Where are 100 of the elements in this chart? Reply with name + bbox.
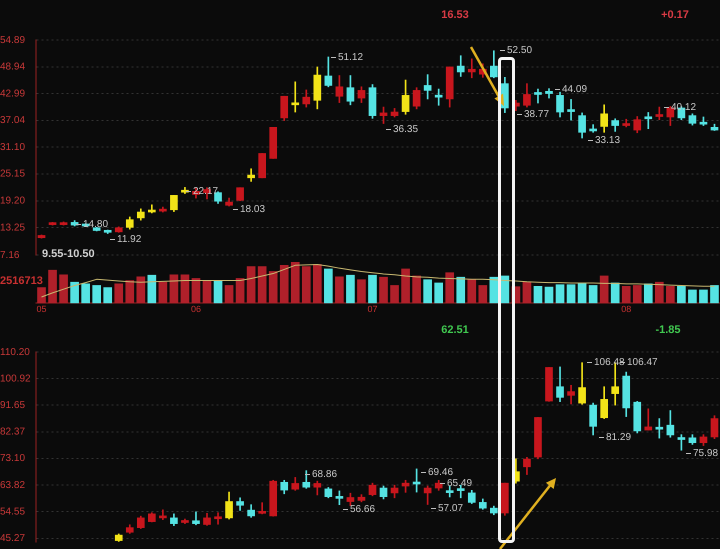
bar bbox=[48, 270, 57, 304]
bar bbox=[588, 285, 598, 304]
y-tick-label: 7.16 bbox=[0, 250, 20, 261]
bar bbox=[346, 274, 355, 304]
annotation: 11.92 bbox=[117, 234, 142, 245]
bar bbox=[456, 276, 466, 304]
bar bbox=[202, 280, 212, 304]
y-tick-label: 45.27 bbox=[0, 533, 26, 544]
y-tick-label: 82.37 bbox=[0, 426, 26, 438]
bar bbox=[710, 285, 719, 304]
annotation: 2516713 bbox=[0, 275, 43, 288]
y-tick-label: 31.10 bbox=[0, 142, 26, 153]
y-tick-label: 54.55 bbox=[0, 506, 26, 518]
annotation: 65.49 bbox=[447, 478, 472, 489]
bar bbox=[268, 271, 278, 304]
bar bbox=[312, 264, 322, 304]
candlestick bbox=[567, 99, 575, 120]
bar bbox=[434, 282, 444, 304]
bar bbox=[246, 266, 256, 304]
y-tick-label: 54.89 bbox=[0, 34, 26, 46]
annotation: 57.07 bbox=[438, 502, 464, 514]
x-tick-label: 07 bbox=[367, 304, 378, 314]
bar bbox=[170, 274, 178, 304]
bar bbox=[92, 285, 102, 304]
annotation: 18.03 bbox=[240, 204, 266, 215]
annotation: 106.47 bbox=[627, 356, 658, 368]
bar bbox=[335, 276, 344, 304]
bar bbox=[699, 290, 708, 304]
y-tick-label: 100.92 bbox=[0, 373, 32, 384]
candlestick bbox=[567, 384, 575, 404]
annotation: 56.66 bbox=[350, 504, 376, 515]
y-tick-label: 37.04 bbox=[0, 115, 26, 126]
bar bbox=[578, 284, 586, 304]
y-tick-label: 91.65 bbox=[0, 400, 26, 411]
candlestick bbox=[700, 116, 708, 126]
bar bbox=[445, 272, 454, 304]
bar bbox=[654, 282, 664, 304]
bar bbox=[379, 276, 388, 304]
bar bbox=[180, 274, 190, 304]
bar bbox=[666, 286, 675, 304]
bar bbox=[37, 287, 46, 304]
candlestick bbox=[214, 512, 222, 525]
candlestick bbox=[534, 88, 542, 104]
bar bbox=[290, 262, 300, 304]
y-tick-label: 110.20 bbox=[0, 346, 30, 358]
bar bbox=[467, 279, 476, 304]
bar bbox=[70, 282, 79, 304]
bar bbox=[644, 284, 653, 304]
bar bbox=[136, 276, 146, 304]
annotation: 81.29 bbox=[606, 432, 632, 443]
annotation: 36.35 bbox=[393, 124, 418, 135]
annotation: 33.13 bbox=[595, 134, 620, 146]
bar bbox=[214, 280, 222, 304]
bar bbox=[544, 286, 554, 304]
y-tick-label: 42.99 bbox=[0, 88, 26, 100]
annotation: 40.12 bbox=[671, 102, 696, 113]
bar bbox=[258, 266, 266, 304]
bar bbox=[522, 282, 532, 304]
annotation: 51.12 bbox=[338, 52, 364, 63]
bar bbox=[302, 266, 311, 304]
bar bbox=[632, 285, 642, 304]
annotation: 69.46 bbox=[428, 466, 454, 478]
annotation: 44.09 bbox=[562, 84, 588, 95]
bar bbox=[103, 287, 112, 304]
bar bbox=[622, 286, 631, 304]
bar bbox=[600, 276, 608, 304]
bar bbox=[324, 268, 333, 304]
bar bbox=[390, 285, 399, 304]
bar bbox=[357, 279, 366, 304]
annotation: 52.50 bbox=[507, 44, 532, 56]
x-tick-label: 05 bbox=[36, 304, 47, 314]
bar bbox=[566, 284, 576, 304]
bar bbox=[192, 278, 200, 304]
bar bbox=[158, 282, 168, 304]
text: +0.17 bbox=[661, 9, 689, 22]
y-tick-label: 13.25 bbox=[0, 222, 26, 234]
x-tick-label: 08 bbox=[621, 304, 632, 314]
bar bbox=[556, 284, 564, 304]
annotation: 9.55-10.50 bbox=[42, 248, 95, 260]
annotation: 75.98 bbox=[693, 448, 718, 459]
bar bbox=[148, 274, 156, 304]
annotation: 38.77 bbox=[524, 108, 550, 120]
bar bbox=[490, 276, 498, 304]
bar bbox=[280, 264, 289, 304]
bar bbox=[224, 285, 234, 304]
text: 16.53 bbox=[441, 9, 469, 22]
candlestick bbox=[380, 106, 388, 124]
annotation: 106.48 bbox=[594, 356, 626, 368]
text: 62.51 bbox=[441, 324, 469, 336]
annotation: 68.86 bbox=[312, 468, 338, 480]
bar bbox=[236, 278, 244, 304]
bar bbox=[368, 274, 377, 304]
bar bbox=[677, 286, 686, 304]
y-tick-label: 73.10 bbox=[0, 453, 26, 464]
bar bbox=[125, 280, 134, 304]
bar bbox=[59, 274, 68, 304]
bar bbox=[478, 285, 488, 304]
text: -1.85 bbox=[655, 324, 681, 336]
bar bbox=[423, 279, 432, 304]
bar bbox=[401, 268, 410, 304]
